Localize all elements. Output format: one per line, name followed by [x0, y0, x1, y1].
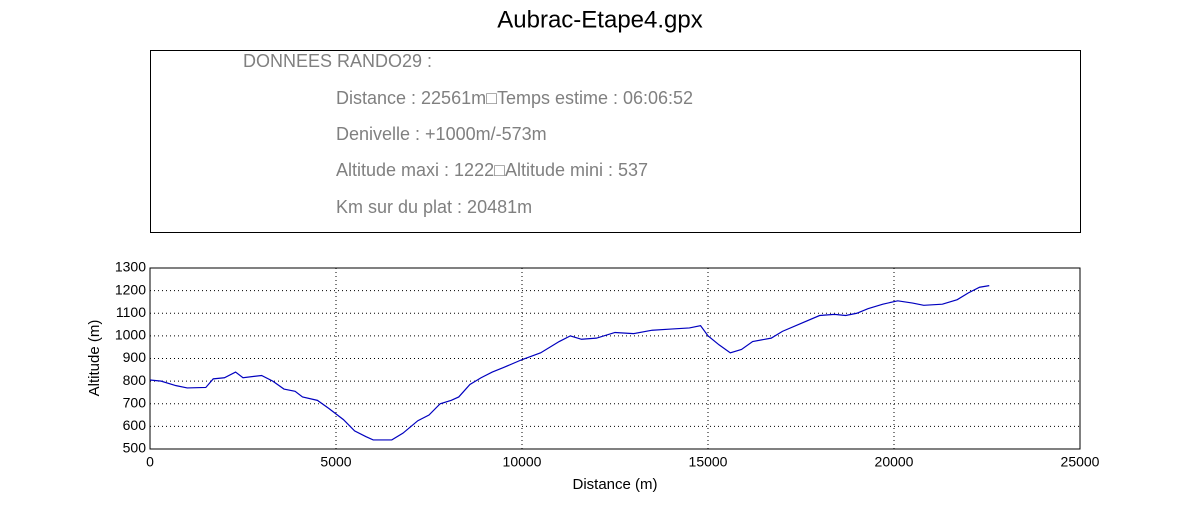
y-axis-label: Altitude (m) [86, 320, 103, 397]
x-tick-label: 15000 [689, 454, 728, 470]
x-tick-label: 20000 [875, 454, 914, 470]
info-heading: DONNEES RANDO29 : [243, 51, 432, 71]
y-tick-label: 1000 [115, 327, 146, 343]
x-tick-label: 25000 [1061, 454, 1100, 470]
y-tick-label: 1300 [115, 259, 146, 275]
info-line: Altitude maxi : 1222□Altitude mini : 537 [336, 160, 648, 180]
info-line: Distance : 22561m□Temps estime : 06:06:5… [336, 88, 693, 108]
y-tick-label: 1100 [116, 304, 146, 320]
x-axis-label: Distance (m) [572, 476, 657, 493]
x-tick-label: 0 [146, 454, 154, 470]
info-line: Denivelle : +1000m/-573m [336, 124, 547, 144]
chart-title: Aubrac-Etape4.gpx [497, 6, 702, 33]
y-tick-label: 1200 [115, 281, 146, 297]
data-line [149, 285, 990, 441]
y-tick-label: 800 [123, 372, 147, 388]
plot-frame [149, 267, 1081, 450]
y-tick-label: 500 [123, 440, 147, 456]
x-tick-label: 5000 [320, 454, 351, 470]
x-tick-label: 10000 [503, 454, 542, 470]
info-line: Km sur du plat : 20481m [336, 197, 532, 217]
y-tick-label: 900 [123, 349, 147, 365]
y-tick-label: 700 [123, 394, 147, 410]
info-box [150, 50, 1081, 233]
y-tick-label: 600 [123, 417, 147, 433]
